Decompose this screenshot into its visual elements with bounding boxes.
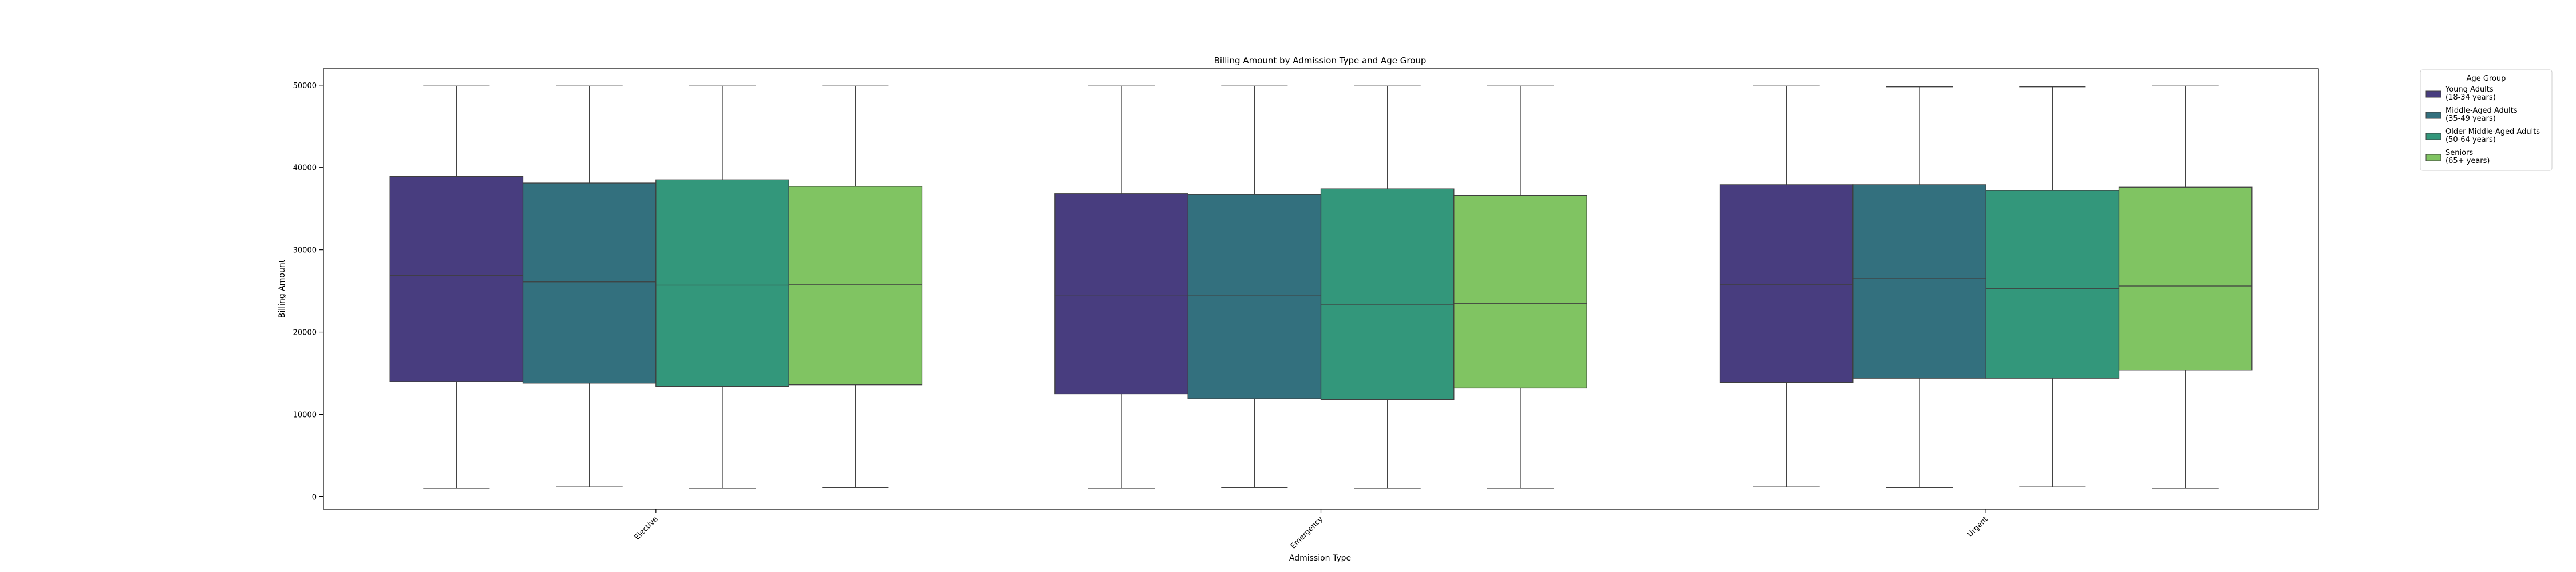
legend-title: Age Group: [2467, 74, 2506, 83]
box-body: [1187, 194, 1322, 399]
box-elective-3: [788, 85, 923, 488]
box-body: [1719, 184, 1854, 383]
legend-swatch: [2425, 90, 2441, 98]
y-tick-label: 20000: [293, 329, 317, 337]
box-emergency-3: [1453, 85, 1587, 489]
y-axis-label: Billing Amount: [278, 259, 287, 318]
box-emergency-0: [1054, 85, 1188, 489]
box-body: [389, 176, 524, 382]
box-emergency-1: [1187, 85, 1322, 488]
box-urgent-3: [2118, 85, 2253, 489]
legend-label: Middle-Aged Adults (35-49 years): [2445, 106, 2518, 123]
y-tick-label: 30000: [293, 247, 317, 255]
legend-label: Seniors (65+ years): [2445, 149, 2490, 165]
legend-frame: [2420, 69, 2553, 171]
x-axis-label: Admission Type: [1289, 554, 1351, 563]
legend: Age Group Young Adults (18-34 years) Middl…: [2420, 69, 2553, 171]
box-body: [655, 179, 789, 387]
box-body: [522, 182, 657, 384]
chart-title: Billing Amount by Admission Type and Age…: [1214, 55, 1427, 66]
box-urgent-2: [1985, 86, 2120, 487]
legend-swatch: [2425, 112, 2441, 119]
box-body: [1453, 194, 1587, 389]
box-urgent-0: [1719, 85, 1854, 487]
box-urgent-1: [1852, 86, 1986, 488]
y-axis: 0 10000 20000 30000 40000 50000: [293, 82, 323, 502]
legend-label: Young Adults (18-34 years): [2445, 85, 2496, 102]
box-body: [1985, 190, 2120, 379]
legend-item: Middle-Aged Adults (35-49 years): [2425, 106, 2518, 123]
x-tick-label: Emergency: [1289, 515, 1325, 551]
legend-swatch: [2425, 154, 2441, 161]
box-body: [1054, 193, 1188, 395]
box-body: [788, 186, 923, 386]
box-body: [1320, 188, 1455, 400]
box-body: [1852, 184, 1986, 379]
y-tick-label: 40000: [293, 164, 317, 173]
legend-item: Seniors (65+ years): [2425, 149, 2490, 165]
x-axis: Elective Emergency Urgent: [633, 509, 1990, 551]
legend-item: Older Middle-Aged Adults (50-64 years): [2425, 128, 2540, 144]
box-elective-1: [522, 85, 657, 487]
box-body: [2118, 186, 2253, 371]
y-tick-label: 0: [312, 493, 317, 502]
y-tick-label: 50000: [293, 82, 317, 90]
y-tick-label: 10000: [293, 411, 317, 419]
boxes-layer: [389, 85, 2253, 489]
legend-label: Older Middle-Aged Adults (50-64 years): [2445, 128, 2540, 144]
box-emergency-2: [1320, 85, 1455, 489]
box-elective-2: [655, 85, 789, 489]
box-elective-0: [389, 85, 524, 489]
x-tick-label: Elective: [633, 515, 660, 542]
legend-swatch: [2425, 133, 2441, 140]
legend-item: Young Adults (18-34 years): [2425, 85, 2496, 102]
x-tick-label: Urgent: [1966, 515, 1990, 539]
